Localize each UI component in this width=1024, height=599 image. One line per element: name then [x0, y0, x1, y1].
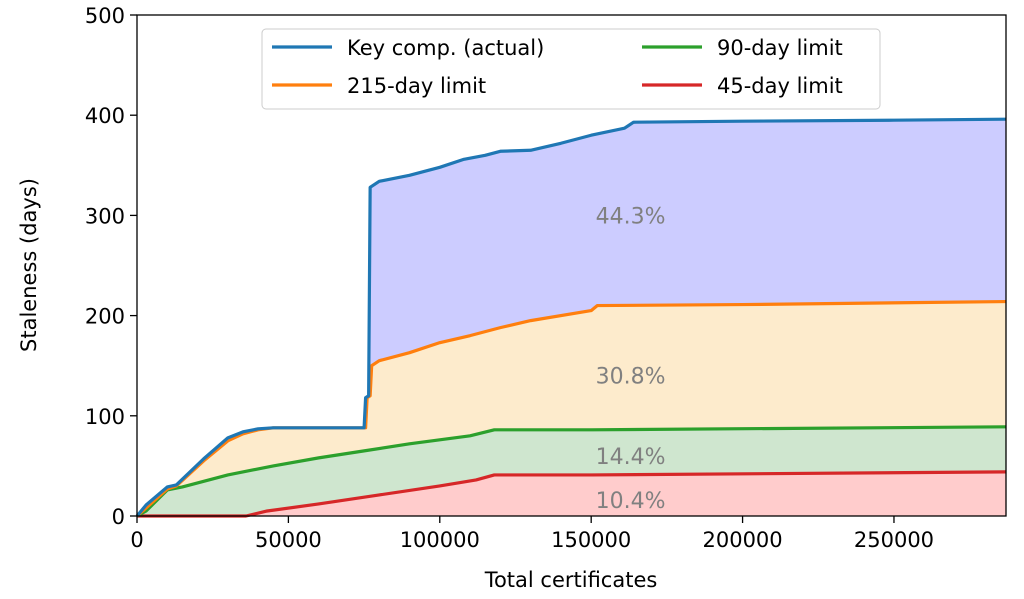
area-fill-2	[137, 426, 1006, 516]
legend-label: 215-day limit	[347, 74, 486, 98]
x-tick-label: 0	[130, 528, 143, 552]
share-label: 30.8%	[596, 365, 666, 390]
x-tick-label: 100000	[400, 528, 480, 552]
legend-label: 90-day limit	[717, 36, 843, 60]
y-tick-label: 0	[112, 505, 125, 529]
y-tick-label: 300	[85, 204, 125, 228]
legend-label: 45-day limit	[717, 74, 843, 98]
y-tick-label: 200	[85, 305, 125, 329]
x-tick-label: 150000	[551, 528, 631, 552]
y-tick-label: 400	[85, 104, 125, 128]
x-tick-label: 250000	[854, 528, 934, 552]
x-tick-label: 50000	[255, 528, 322, 552]
share-label: 44.3%	[596, 204, 666, 229]
area-fill-1	[137, 301, 1006, 516]
plot-frame	[136, 14, 1007, 517]
y-axis-label: Staleness (days)	[17, 178, 41, 352]
area-fill-3	[137, 471, 1006, 516]
x-tick-label: 200000	[702, 528, 782, 552]
y-tick-label: 500	[85, 4, 125, 28]
legend: Key comp. (actual) 215-day limit 90-day li…	[261, 28, 881, 110]
series-line-3	[137, 470, 1007, 518]
x-axis-label: Total certificates	[484, 568, 658, 592]
legend-label: Key comp. (actual)	[347, 36, 544, 60]
y-tick-label: 100	[85, 405, 125, 429]
share-label: 10.4%	[596, 489, 666, 514]
area-fill-0	[137, 119, 1006, 516]
share-label: 14.4%	[596, 445, 666, 470]
series-line-0	[135, 117, 1007, 518]
